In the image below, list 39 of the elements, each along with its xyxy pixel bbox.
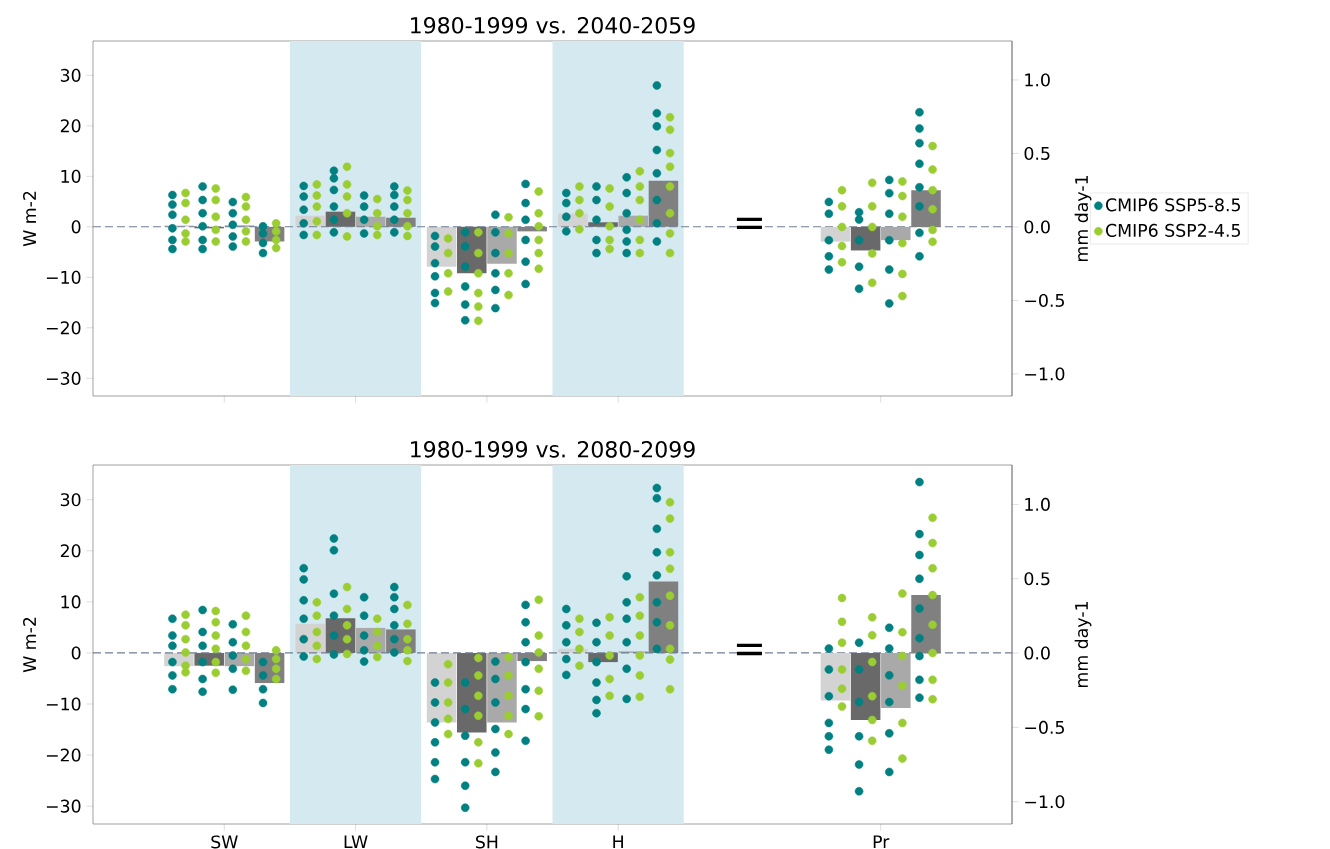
y-axis-title: W m-2 — [23, 617, 36, 673]
x-tick-label: Pr — [873, 835, 890, 849]
y-tick-label: 10 — [61, 169, 81, 183]
y-tick-label: 30 — [60, 68, 81, 82]
y-tick-label: 0 — [71, 646, 81, 660]
y-axis-title: W m-2 — [23, 191, 36, 247]
y-tick-label: 20 — [60, 544, 81, 558]
y2-tick-label: 1.0 — [1025, 497, 1050, 511]
chart-title: 1980-1999 vs. 2080-2099 — [411, 440, 695, 458]
y2-tick-label: −0.5 — [1025, 293, 1064, 307]
y2-tick-label: 1.0 — [1025, 73, 1050, 87]
y2-tick-label: −1.0 — [1025, 367, 1065, 381]
y2-tick-label: −1.0 — [1025, 795, 1065, 809]
y2-axis-title: mm day-1 — [1074, 176, 1092, 261]
y-tick-label: 20 — [60, 119, 81, 133]
y2-tick-label: 0.5 — [1024, 572, 1050, 586]
y2-tick-label: −0.5 — [1025, 720, 1064, 734]
x-tick-label: SW — [211, 835, 238, 849]
legend-label: CMIP6 SSP2-4.5 — [1106, 223, 1240, 237]
y-tick-label: −10 — [46, 697, 81, 711]
y2-tick-label: 0.0 — [1024, 646, 1050, 660]
y-tick-label: −20 — [46, 748, 81, 762]
y-tick-label: 0 — [71, 220, 81, 234]
legend-label: CMIP6 SSP5-8.5 — [1106, 198, 1240, 212]
y-tick-label: −30 — [46, 371, 81, 385]
x-tick-label: SH — [475, 835, 498, 849]
y2-axis-title: mm day-1 — [1074, 602, 1092, 687]
y-tick-label: −30 — [46, 799, 81, 813]
y-tick-label: 10 — [61, 595, 81, 609]
y2-tick-label: 0.5 — [1024, 146, 1050, 161]
y-tick-label: −10 — [46, 270, 81, 284]
x-tick-label: LW — [344, 835, 368, 849]
chart-title: 1980-1999 vs. 2040-2059 — [411, 16, 695, 34]
y-tick-label: −20 — [46, 321, 81, 335]
annotation: = — [736, 217, 762, 230]
annotation: = — [736, 643, 762, 656]
y2-tick-label: 0.0 — [1024, 220, 1050, 234]
x-tick-label: H — [613, 835, 623, 849]
y-tick-label: 30 — [60, 493, 81, 507]
